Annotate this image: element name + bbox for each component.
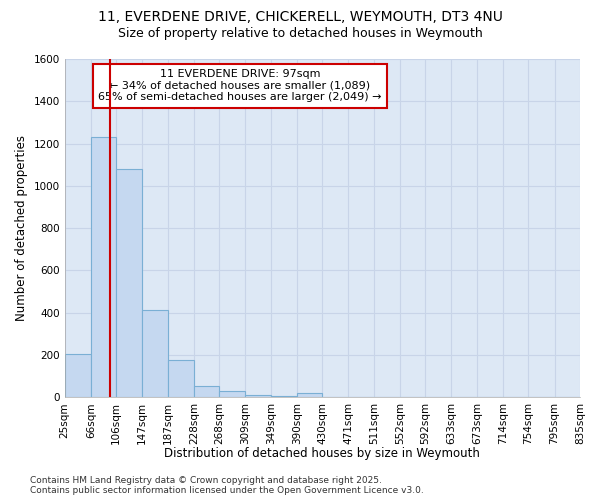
Text: Size of property relative to detached houses in Weymouth: Size of property relative to detached ho… bbox=[118, 28, 482, 40]
Text: 11 EVERDENE DRIVE: 97sqm
← 34% of detached houses are smaller (1,089)
65% of sem: 11 EVERDENE DRIVE: 97sqm ← 34% of detach… bbox=[98, 69, 382, 102]
Text: Contains HM Land Registry data © Crown copyright and database right 2025.
Contai: Contains HM Land Registry data © Crown c… bbox=[30, 476, 424, 495]
Bar bbox=[142, 310, 168, 397]
Y-axis label: Number of detached properties: Number of detached properties bbox=[15, 135, 28, 321]
Bar bbox=[116, 169, 142, 397]
Bar bbox=[297, 393, 322, 397]
Bar bbox=[219, 391, 245, 397]
X-axis label: Distribution of detached houses by size in Weymouth: Distribution of detached houses by size … bbox=[164, 447, 480, 460]
Bar bbox=[168, 360, 194, 397]
Bar bbox=[91, 137, 116, 397]
Bar bbox=[65, 354, 91, 397]
Bar bbox=[245, 394, 271, 397]
Bar bbox=[194, 386, 219, 397]
Bar bbox=[271, 396, 297, 397]
Text: 11, EVERDENE DRIVE, CHICKERELL, WEYMOUTH, DT3 4NU: 11, EVERDENE DRIVE, CHICKERELL, WEYMOUTH… bbox=[98, 10, 502, 24]
